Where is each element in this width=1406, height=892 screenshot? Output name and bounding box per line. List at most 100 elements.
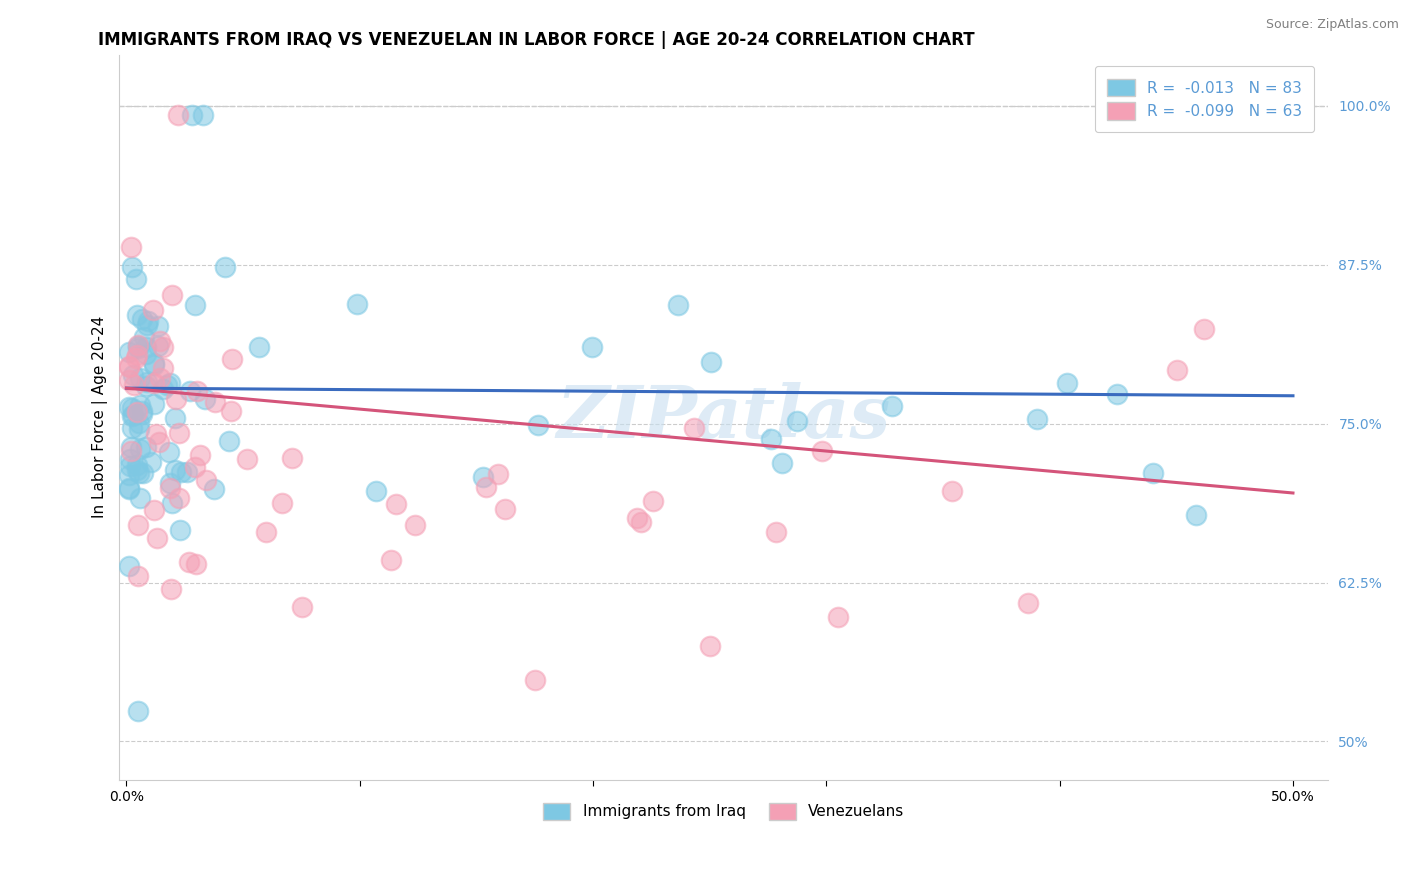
Point (880, 400, 903, 414)
Point (152, 382, 174, 396)
Point (581, 340, 603, 354)
Point (159, 582, 181, 596)
Point (156, 377, 179, 392)
Point (121, 401, 143, 415)
Point (142, 302, 165, 317)
Point (194, 392, 217, 407)
Point (135, 340, 157, 354)
Point (165, 392, 187, 406)
Point (810, 443, 832, 458)
Point (291, 599, 314, 614)
Point (176, 465, 198, 479)
Point (127, 569, 149, 583)
Point (219, 403, 242, 417)
Point (127, 518, 149, 533)
Point (167, 491, 190, 505)
Point (254, 525, 277, 540)
Point (759, 432, 782, 446)
Point (682, 421, 704, 435)
Point (214, 260, 236, 274)
Point (157, 445, 180, 459)
Point (699, 355, 721, 369)
Point (165, 410, 187, 425)
Point (666, 298, 689, 312)
Point (146, 339, 169, 353)
Point (125, 271, 148, 285)
Point (121, 420, 143, 434)
Point (127, 337, 149, 351)
Legend: Immigrants from Iraq, Venezuelans: Immigrants from Iraq, Venezuelans (537, 797, 911, 826)
Point (218, 434, 240, 448)
Point (136, 318, 159, 332)
Point (527, 418, 550, 433)
Point (131, 311, 153, 326)
Point (125, 458, 148, 473)
Point (143, 356, 166, 370)
Point (132, 466, 155, 480)
Point (486, 467, 509, 482)
Point (127, 404, 149, 418)
Point (159, 376, 181, 391)
Point (122, 368, 145, 382)
Point (188, 449, 211, 463)
Point (186, 384, 208, 398)
Point (1166, 363, 1188, 377)
Point (163, 463, 186, 477)
Point (184, 557, 207, 571)
Point (128, 421, 150, 435)
Point (129, 398, 152, 412)
Point (135, 379, 157, 393)
Point (179, 384, 201, 398)
Point (159, 481, 181, 495)
Point (166, 108, 188, 122)
Point (135, 440, 157, 454)
Point (770, 456, 793, 470)
Point (404, 518, 426, 533)
Point (148, 435, 170, 450)
Text: ZIPatlas: ZIPatlas (557, 382, 891, 453)
Point (247, 340, 270, 354)
Point (131, 408, 153, 422)
Point (135, 346, 157, 360)
Point (146, 319, 169, 334)
Point (183, 298, 205, 312)
Point (641, 494, 664, 508)
Point (786, 413, 808, 427)
Point (121, 260, 143, 275)
Point (630, 515, 652, 529)
Text: Source: ZipAtlas.com: Source: ZipAtlas.com (1265, 18, 1399, 31)
Point (170, 465, 193, 479)
Point (1223, 108, 1246, 122)
Point (120, 440, 142, 454)
Point (121, 409, 143, 423)
Point (124, 378, 146, 392)
Point (128, 416, 150, 430)
Point (177, 555, 200, 569)
Point (136, 376, 159, 390)
Point (125, 351, 148, 365)
Point (162, 288, 184, 302)
Point (146, 531, 169, 545)
Point (141, 455, 163, 469)
Point (475, 480, 498, 494)
Point (366, 484, 388, 499)
Point (523, 673, 546, 688)
Point (221, 351, 243, 366)
Point (159, 476, 181, 491)
Point (118, 360, 141, 375)
Point (152, 340, 174, 354)
Point (129, 491, 152, 505)
Point (143, 376, 166, 391)
Point (471, 470, 494, 484)
Point (827, 610, 849, 624)
Point (1185, 508, 1208, 523)
Point (120, 444, 142, 458)
Point (1142, 466, 1164, 480)
Point (120, 451, 142, 466)
Point (118, 458, 141, 473)
Point (143, 358, 166, 372)
Point (134, 330, 156, 344)
Point (120, 240, 142, 254)
Point (127, 348, 149, 362)
Point (131, 404, 153, 418)
